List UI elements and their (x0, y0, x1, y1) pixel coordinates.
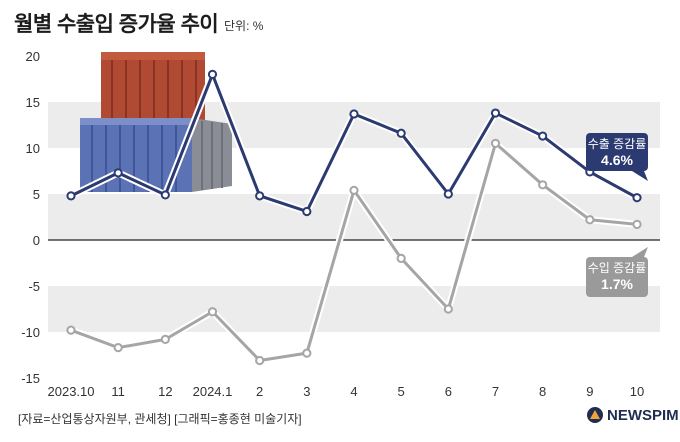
callout-value: 4.6% (601, 152, 633, 168)
x-tick-label: 12 (158, 384, 172, 399)
x-tick-label: 10 (630, 384, 644, 399)
export-point (490, 108, 501, 118)
import-point (538, 180, 548, 190)
y-tick-label: -15 (21, 371, 40, 386)
brand-name: NEWSPIM (607, 406, 679, 424)
import-point (302, 348, 312, 358)
export-point (160, 190, 170, 200)
export-point (207, 69, 218, 80)
x-tick-label: 5 (398, 384, 405, 399)
grid-band (48, 286, 660, 332)
x-tick-label: 8 (539, 384, 546, 399)
x-tick-label: 2 (256, 384, 263, 399)
x-tick-label: 11 (111, 384, 125, 399)
callout-title: 수입 증감률 (588, 261, 647, 275)
callout-box (586, 133, 648, 171)
import-point (160, 334, 170, 344)
export-point (302, 206, 312, 217)
line-chart: 20 15 10 5 0 -5 -10 -15 2023.10 11 12 2024.1 2 3 4 5 6 7… (21, 49, 660, 399)
red-container-ribs (111, 60, 197, 122)
x-tick-label: 2023.10 (48, 384, 95, 399)
grey-container-doors (201, 121, 223, 190)
y-tick-label: 15 (26, 95, 40, 110)
callout-title: 수출 증감률 (588, 137, 647, 151)
import-point (66, 325, 76, 335)
chart-title: 월별 수출입 증가율 추이 (14, 13, 219, 36)
x-tick-label: 2024.1 (193, 384, 233, 399)
import-point (490, 138, 501, 148)
newspim-logo-icon (587, 407, 603, 423)
x-axis-ticks: 2023.10 11 12 2024.1 2 3 4 5 6 7 8 9 10 (48, 384, 645, 399)
export-point (396, 128, 406, 138)
import-point (255, 355, 265, 366)
x-tick-label: 6 (445, 384, 452, 399)
import-point (113, 343, 123, 353)
y-tick-label: 5 (33, 187, 40, 202)
export-point (632, 193, 642, 203)
blue-container-top (80, 118, 192, 125)
export-point (349, 109, 359, 119)
x-tick-label: 3 (303, 384, 310, 399)
export-point (113, 168, 123, 178)
brand-logo: NEWSPIM (586, 406, 679, 424)
y-axis-ticks: 20 15 10 5 0 -5 -10 -15 (21, 49, 40, 386)
import-point (207, 307, 218, 317)
y-tick-label: 10 (26, 141, 40, 156)
y-tick-label: 20 (26, 49, 40, 64)
y-tick-label: -5 (28, 279, 40, 294)
unit-label: 단위: % (224, 19, 264, 33)
source-note: [자료=산업통상자원부, 관세청] [그래픽=홍종현 미술기자] (18, 412, 302, 426)
import-point (632, 219, 642, 229)
red-container-side (101, 52, 205, 60)
export-point (538, 131, 548, 141)
export-point (66, 191, 76, 201)
callout-value: 1.7% (601, 276, 633, 292)
callout-box (586, 257, 648, 297)
export-point (443, 189, 453, 199)
x-tick-label: 4 (350, 384, 357, 399)
y-tick-label: 0 (33, 233, 40, 248)
callout-pointer (632, 171, 648, 181)
import-point (443, 304, 453, 314)
export-point (255, 191, 265, 201)
callout-pointer (632, 247, 648, 257)
x-tick-label: 7 (492, 384, 499, 399)
import-point (349, 185, 359, 195)
y-tick-label: -10 (21, 325, 40, 340)
x-tick-label: 9 (586, 384, 593, 399)
import-point (585, 215, 595, 225)
import-point (396, 253, 406, 263)
